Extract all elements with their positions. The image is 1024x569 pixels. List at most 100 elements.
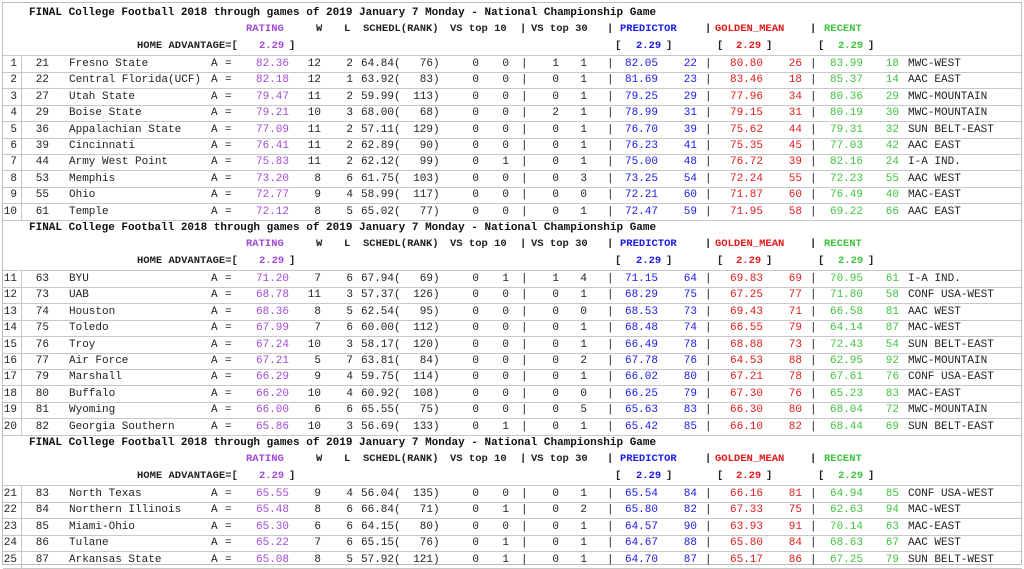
vs-top30-wins: 0: [552, 504, 559, 517]
sep: |: [521, 404, 528, 417]
predictor-rank: 84: [683, 488, 697, 500]
wins: 8: [314, 172, 321, 185]
predictor-rank: 82: [683, 504, 697, 517]
schedule-rank: 99: [419, 156, 433, 169]
golden-mean-rank: 91: [788, 520, 802, 533]
golden-mean-rank: 82: [788, 420, 802, 433]
location: A: [211, 90, 218, 103]
sep: |: [521, 189, 528, 202]
row-number: 5: [10, 123, 17, 136]
vs-top10-wins: 0: [472, 420, 479, 433]
schedule-strength: 56.69(: [361, 420, 401, 433]
table-row: 23 85 Miami-Ohio A = 65.30 6 6 64.15(80) 0 0 | 0 1 | 64…: [3, 519, 1022, 535]
golden-mean-rank: 78: [788, 371, 802, 384]
row-number: 13: [3, 305, 17, 318]
paren: ): [433, 420, 440, 433]
predictor-rank: 48: [683, 156, 697, 169]
wins: 7: [314, 273, 321, 285]
sep: |: [607, 289, 614, 302]
team-rank: 74: [35, 305, 49, 318]
schedule-rank: 103: [413, 172, 433, 185]
header-vs-top30: VS top 30: [531, 453, 588, 465]
sep: |: [810, 322, 817, 335]
golden-mean-rank: 84: [788, 537, 802, 550]
rating-value: 76.41: [255, 140, 289, 152]
paren: ): [433, 520, 440, 533]
sep: |: [705, 172, 712, 185]
conference: AAC EAST: [908, 74, 961, 87]
vs-top30-losses: 1: [580, 205, 587, 218]
vs-top10-losses: 0: [502, 322, 509, 335]
schedule-strength: 62.12(: [361, 156, 401, 169]
team-name: Northern Illinois: [69, 504, 182, 517]
sep: |: [521, 289, 528, 302]
wins: 11: [307, 140, 321, 152]
sep: |: [705, 338, 712, 351]
predictor-rank: 90: [683, 520, 697, 533]
sep: |: [705, 553, 712, 566]
schedule-rank: 75: [419, 404, 433, 417]
team-rank: 21: [35, 58, 49, 70]
losses: 6: [346, 520, 353, 533]
header-sep: |: [810, 238, 817, 250]
predictor-rank: 88: [683, 537, 697, 550]
sep: |: [810, 205, 817, 218]
sep: |: [810, 74, 817, 87]
wins: 5: [314, 355, 321, 367]
losses: 4: [346, 189, 353, 202]
vs-top30-losses: 1: [580, 371, 587, 384]
sep: |: [705, 289, 712, 302]
header-w: W: [316, 23, 323, 35]
predictor-value: 76.23: [624, 140, 658, 152]
team-name: Memphis: [69, 172, 116, 185]
vs-top10-wins: 0: [472, 537, 479, 550]
paren: ): [433, 338, 440, 351]
equals: =: [225, 488, 232, 500]
vs-top30-wins: 2: [552, 107, 559, 120]
sep: |: [705, 140, 712, 152]
schedule-rank: 113: [413, 90, 433, 103]
losses: 6: [346, 537, 353, 550]
wins: 11: [307, 289, 321, 302]
conference: AAC WEST: [908, 537, 961, 550]
bracket: [: [717, 255, 724, 267]
paren: ): [433, 387, 440, 400]
team-name: Army West Point: [69, 156, 169, 169]
rating-value: 68.36: [255, 305, 289, 318]
predictor-value: 66.25: [624, 387, 658, 400]
team-name: Buffalo: [69, 387, 116, 400]
header-sep: |: [520, 453, 527, 465]
predictor-value: 64.57: [624, 520, 658, 533]
paren: ): [433, 156, 440, 169]
vs-top10-wins: 0: [472, 58, 479, 70]
schedule-strength: 66.84(: [361, 504, 401, 517]
vs-top30-wins: 0: [552, 404, 559, 417]
losses: 6: [346, 322, 353, 335]
vs-top30-losses: 1: [580, 338, 587, 351]
sep: |: [521, 537, 528, 550]
schedule-strength: 60.92(: [361, 387, 401, 400]
losses: 6: [346, 504, 353, 517]
golden-mean-rank: 71: [788, 305, 802, 318]
table-row: 14 75 Toledo A = 67.99 7 6 60.00(112) 0 0 | 0 1 | 68.48…: [3, 320, 1022, 336]
recent-rank: 85: [885, 488, 899, 500]
recent-rank: 83: [885, 387, 899, 400]
wins: 9: [314, 371, 321, 384]
sep: |: [521, 420, 528, 433]
vs-top30-losses: 3: [580, 172, 587, 185]
recent-rank: 67: [885, 537, 899, 550]
row-divider: [3, 186, 1022, 188]
golden-mean-value: 71.87: [729, 189, 763, 202]
vs-top10-wins: 0: [472, 90, 479, 103]
vs-top30-wins: 0: [552, 355, 559, 367]
rating-value: 65.22: [255, 537, 289, 550]
schedule-rank: 117: [413, 189, 433, 202]
vs-top30-losses: 1: [580, 420, 587, 433]
sep: |: [705, 90, 712, 103]
row-divider: [3, 385, 1022, 387]
rating-value: 66.29: [255, 371, 289, 384]
golden-mean-rank: 73: [788, 338, 802, 351]
row-divider: [3, 104, 1022, 106]
sep: |: [521, 205, 528, 218]
losses: 3: [346, 420, 353, 433]
